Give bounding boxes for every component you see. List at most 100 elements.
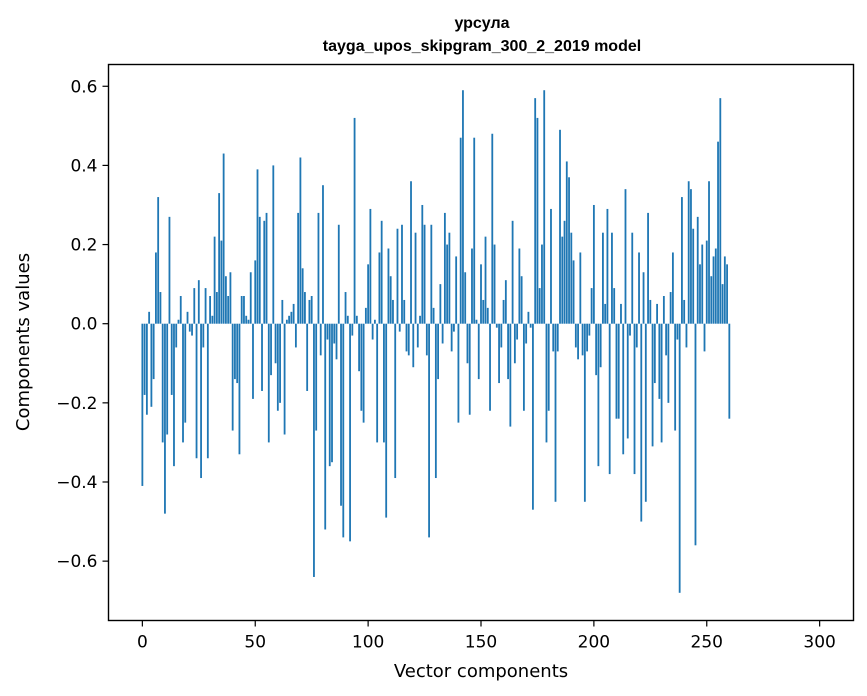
bar-131 [437, 323, 440, 380]
bar-186 [561, 236, 564, 324]
bar-106 [380, 220, 383, 324]
bar-7 [157, 197, 160, 324]
bar-53 [261, 323, 263, 391]
y-tick-label: 0.6 [70, 77, 97, 97]
bar-233 [667, 323, 670, 403]
bar-146 [471, 248, 473, 324]
bar-187 [563, 220, 566, 324]
bar-183 [554, 323, 557, 502]
bar-26 [200, 323, 202, 479]
bar-244 [692, 228, 695, 324]
bar-219 [635, 323, 638, 348]
bar-175 [536, 117, 539, 324]
bar-44 [240, 296, 243, 324]
bar-1 [143, 323, 146, 395]
bar-84 [331, 323, 333, 463]
bar-182 [552, 323, 555, 352]
bar-157 [495, 323, 498, 328]
bar-133 [441, 323, 444, 344]
bar-25 [197, 280, 200, 324]
bar-128 [430, 224, 433, 324]
bar-68 [294, 323, 297, 348]
bar-73 [306, 323, 309, 391]
bar-195 [581, 323, 584, 356]
bar-47 [247, 319, 250, 324]
bar-63 [283, 323, 286, 435]
bar-243 [690, 189, 692, 324]
bar-93 [351, 323, 354, 336]
bar-208 [611, 232, 613, 324]
bar-237 [676, 323, 679, 340]
bar-122 [416, 323, 419, 348]
bar-56 [267, 323, 270, 443]
bar-179 [545, 323, 548, 443]
bar-115 [401, 224, 403, 324]
bar-66 [290, 311, 293, 324]
bar-245 [694, 323, 697, 546]
bar-167 [518, 248, 521, 324]
bar-69 [297, 212, 300, 324]
bar-139 [455, 256, 458, 324]
y-axis-label: Components values [13, 253, 34, 431]
bar-16 [177, 319, 180, 324]
bar-170 [525, 323, 528, 344]
bar-51 [256, 169, 259, 324]
bar-95 [355, 315, 358, 324]
bar-64 [285, 319, 288, 324]
bar-181 [550, 208, 552, 324]
bar-91 [346, 315, 349, 324]
bar-41 [234, 323, 236, 380]
bar-3 [148, 311, 151, 324]
bar-254 [714, 248, 717, 324]
bar-40 [231, 323, 234, 431]
y-axis-ticks: −0.6 −0.4 −0.2 0.0 0.2 0.4 0.6 [56, 77, 109, 572]
bar-87 [337, 224, 340, 324]
bar-34 [218, 193, 221, 324]
bar-239 [681, 197, 683, 324]
bar-252 [710, 276, 713, 324]
bar-156 [493, 244, 496, 324]
bar-72 [304, 292, 306, 324]
y-tick-label: −0.4 [56, 473, 97, 493]
bar-77 [315, 323, 318, 431]
bar-199 [590, 288, 593, 324]
bar-49 [252, 323, 254, 399]
bar-141 [459, 137, 462, 324]
bar-246 [696, 216, 699, 324]
bar-58 [272, 165, 275, 324]
bar-132 [439, 284, 442, 324]
bar-series [141, 90, 731, 593]
bar-231 [662, 296, 665, 324]
bar-54 [263, 220, 266, 324]
bar-169 [522, 323, 525, 411]
bar-210 [615, 323, 618, 419]
bar-38 [227, 296, 230, 324]
bar-113 [396, 228, 399, 324]
bar-218 [633, 323, 636, 475]
bar-221 [640, 323, 643, 522]
bar-185 [559, 129, 561, 324]
bar-228 [656, 303, 658, 324]
bar-240 [683, 299, 686, 324]
bar-166 [516, 323, 519, 340]
bar-101 [369, 208, 372, 324]
bar-81 [324, 323, 327, 530]
bar-251 [708, 181, 710, 324]
bar-204 [602, 232, 604, 324]
bar-236 [674, 323, 677, 431]
x-tick-label: 0 [137, 633, 148, 653]
bar-241 [685, 323, 688, 348]
bar-165 [513, 323, 516, 364]
bar-23 [193, 288, 196, 324]
bar-188 [565, 161, 568, 324]
bar-144 [466, 323, 469, 364]
x-axis-label: Vector components [394, 661, 568, 682]
bar-191 [572, 260, 575, 324]
bar-17 [179, 296, 182, 324]
bar-150 [480, 264, 482, 324]
bar-114 [398, 323, 401, 332]
bar-85 [333, 323, 336, 344]
chart-subtitle: tayga_upos_skipgram_300_2_2019 model [323, 38, 641, 55]
y-tick-label: −0.2 [56, 394, 97, 414]
